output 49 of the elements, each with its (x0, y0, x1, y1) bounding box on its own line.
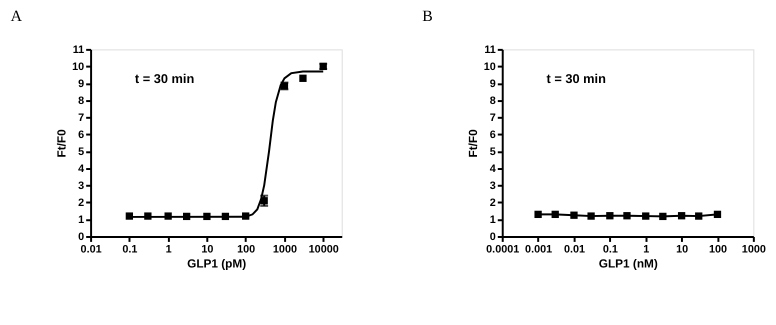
x-tick-label: 10 (201, 244, 214, 256)
y-tick-label: 10 (484, 60, 496, 73)
y-tick-label: 3 (78, 180, 84, 192)
y-tick-label: 5 (490, 146, 496, 158)
y-tick-label: 7 (490, 112, 496, 124)
y-tick-label: 7 (78, 112, 84, 124)
y-tick-label: 6 (490, 128, 496, 141)
x-tick-label: 0.1 (602, 244, 618, 256)
y-tick-label: 0 (78, 230, 84, 243)
x-tick-label: 10000 (308, 244, 339, 256)
chart-title: B (422, 8, 433, 25)
y-tick-label: 1 (78, 214, 84, 226)
x-tick-label: 1000 (272, 244, 297, 256)
y-tick-label: 0 (490, 230, 496, 243)
y-axis-title: Ft/F0 (466, 128, 480, 158)
y-tick-label: 4 (78, 162, 84, 175)
x-axis-title: GLP1 (pM) (187, 256, 246, 271)
point (299, 74, 307, 82)
x-tick-label: 0.001 (525, 244, 552, 256)
x-tick-label: 0.1 (122, 244, 138, 256)
y-tick-label: 2 (78, 196, 84, 209)
y-axis-title: Ft/F0 (54, 128, 68, 158)
x-tick-label: 1 (166, 244, 172, 256)
y-tick-label: 1 (490, 214, 496, 226)
y-tick-label: 2 (490, 196, 496, 209)
x-tick-label: 100 (708, 244, 728, 256)
y-tick-label: 8 (490, 94, 496, 107)
x-tick-label: 0.01 (80, 244, 102, 256)
x-tick-label: 100 (237, 244, 256, 256)
x-tick-label: 0.0001 (486, 244, 520, 256)
annotation: t = 30 min (546, 70, 606, 86)
y-tick-label: 11 (484, 44, 496, 56)
x-tick-label: 10 (676, 244, 688, 256)
chart-title: A (10, 8, 23, 25)
y-tick-label: 5 (78, 146, 84, 158)
annotation: t = 30 min (134, 70, 194, 86)
y-tick-label: 6 (78, 128, 84, 141)
x-tick-label: 1000 (742, 244, 766, 256)
point (260, 197, 268, 204)
y-tick-label: 8 (78, 94, 84, 107)
y-tick-label: 3 (490, 180, 496, 192)
x-tick-label: 0.01 (564, 244, 586, 256)
y-tick-label: 4 (490, 162, 496, 175)
y-tick-label: 9 (490, 78, 496, 90)
x-axis-title: GLP1 (nM) (598, 256, 658, 271)
y-tick-label: 10 (72, 60, 84, 73)
y-tick-label: 9 (78, 78, 84, 90)
y-tick-label: 11 (72, 44, 84, 56)
x-tick-label: 1 (643, 244, 650, 256)
